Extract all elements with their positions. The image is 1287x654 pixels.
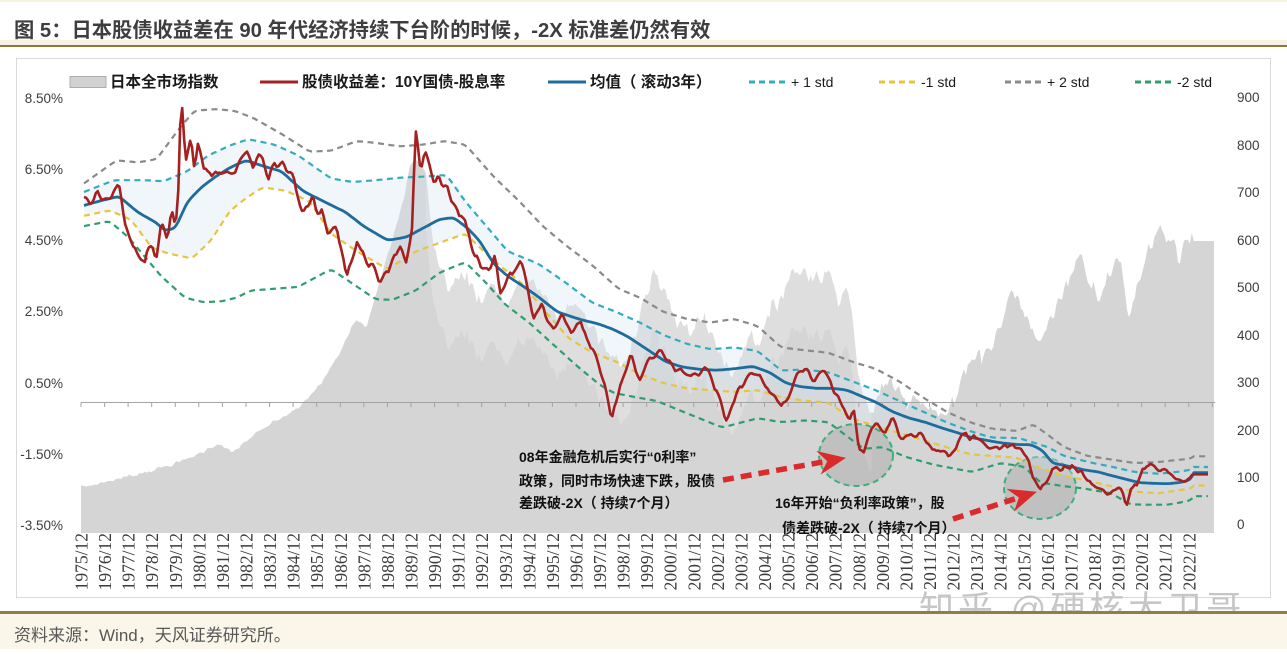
svg-text:4.50%: 4.50%	[25, 233, 63, 248]
svg-text:+ 2 std: + 2 std	[1047, 74, 1089, 90]
svg-text:-3.50%: -3.50%	[20, 518, 63, 533]
svg-text:差跌破-2X（ 持续7个月）: 差跌破-2X（ 持续7个月）	[519, 495, 678, 511]
svg-text:2015/12: 2015/12	[1014, 533, 1034, 590]
svg-text:1977/12: 1977/12	[119, 533, 139, 590]
svg-text:2021/12: 2021/12	[1156, 533, 1176, 590]
svg-text:2017/12: 2017/12	[1061, 533, 1081, 590]
svg-text:2005/12: 2005/12	[779, 533, 799, 590]
svg-text:800: 800	[1237, 138, 1260, 153]
svg-text:2009/12: 2009/12	[873, 533, 893, 590]
svg-text:2001/12: 2001/12	[684, 533, 704, 590]
svg-text:100: 100	[1237, 470, 1260, 485]
svg-text:1980/12: 1980/12	[189, 533, 209, 590]
svg-text:2003/12: 2003/12	[732, 533, 752, 590]
svg-text:1981/12: 1981/12	[213, 533, 233, 590]
svg-text:2008/12: 2008/12	[849, 533, 869, 590]
svg-text:2007/12: 2007/12	[826, 533, 846, 590]
svg-text:1992/12: 1992/12	[472, 533, 492, 590]
svg-text:1983/12: 1983/12	[260, 533, 280, 590]
svg-text:1975/12: 1975/12	[72, 533, 92, 590]
svg-text:700: 700	[1237, 185, 1260, 200]
svg-text:2011/12: 2011/12	[920, 533, 940, 590]
svg-text:2002/12: 2002/12	[708, 533, 728, 590]
svg-text:8.50%: 8.50%	[25, 91, 63, 106]
svg-text:2020/12: 2020/12	[1132, 533, 1152, 590]
svg-text:600: 600	[1237, 233, 1260, 248]
svg-text:1998/12: 1998/12	[614, 533, 634, 590]
svg-text:1986/12: 1986/12	[331, 533, 351, 590]
svg-text:2006/12: 2006/12	[802, 533, 822, 590]
svg-text:1982/12: 1982/12	[237, 533, 257, 590]
svg-text:1984/12: 1984/12	[284, 533, 304, 590]
svg-text:股债收益差：10Y国债-股息率: 股债收益差：10Y国债-股息率	[302, 72, 505, 91]
svg-text:08年金融危机后实行“0利率”: 08年金融危机后实行“0利率”	[519, 449, 696, 465]
svg-text:政策，同时市场快速下跌，股债: 政策，同时市场快速下跌，股债	[519, 473, 715, 489]
svg-text:2004/12: 2004/12	[755, 533, 775, 590]
svg-text:500: 500	[1237, 280, 1260, 295]
svg-text:2016/12: 2016/12	[1038, 533, 1058, 590]
svg-text:1976/12: 1976/12	[95, 533, 115, 590]
svg-text:900: 900	[1237, 90, 1260, 105]
svg-text:1999/12: 1999/12	[637, 533, 657, 590]
svg-text:1991/12: 1991/12	[449, 533, 469, 590]
svg-text:1985/12: 1985/12	[307, 533, 327, 590]
svg-text:+ 1 std: + 1 std	[791, 74, 833, 90]
svg-text:1994/12: 1994/12	[519, 533, 539, 590]
svg-text:2019/12: 2019/12	[1109, 533, 1129, 590]
svg-text:16年开始“负利率政策”，股: 16年开始“负利率政策”，股	[775, 495, 945, 511]
svg-text:1995/12: 1995/12	[543, 533, 563, 590]
svg-text:1978/12: 1978/12	[142, 533, 162, 590]
svg-text:400: 400	[1237, 328, 1260, 343]
svg-text:日本全市场指数: 日本全市场指数	[110, 72, 219, 91]
svg-text:0: 0	[1237, 517, 1245, 532]
svg-text:-2 std: -2 std	[1177, 74, 1212, 90]
svg-text:2014/12: 2014/12	[991, 533, 1011, 590]
svg-text:1979/12: 1979/12	[166, 533, 186, 590]
svg-text:1996/12: 1996/12	[567, 533, 587, 590]
svg-text:2013/12: 2013/12	[967, 533, 987, 590]
svg-text:均值（ 滚动3年）: 均值（ 滚动3年）	[590, 72, 711, 91]
svg-text:债差跌破-2X（ 持续7个月）: 债差跌破-2X（ 持续7个月）	[782, 520, 955, 536]
svg-text:2010/12: 2010/12	[897, 533, 917, 590]
svg-text:2018/12: 2018/12	[1085, 533, 1105, 590]
svg-text:-1.50%: -1.50%	[20, 447, 63, 462]
svg-text:1990/12: 1990/12	[425, 533, 445, 590]
svg-text:2022/12: 2022/12	[1179, 533, 1199, 590]
svg-text:1987/12: 1987/12	[354, 533, 374, 590]
svg-text:0.50%: 0.50%	[25, 376, 63, 391]
svg-text:200: 200	[1237, 423, 1260, 438]
svg-text:2.50%: 2.50%	[25, 304, 63, 319]
svg-text:1989/12: 1989/12	[402, 533, 422, 590]
svg-text:6.50%: 6.50%	[25, 162, 63, 177]
svg-text:300: 300	[1237, 375, 1260, 390]
svg-text:1993/12: 1993/12	[496, 533, 516, 590]
svg-text:-1 std: -1 std	[921, 74, 956, 90]
svg-text:2000/12: 2000/12	[661, 533, 681, 590]
svg-text:2012/12: 2012/12	[944, 533, 964, 590]
svg-text:1997/12: 1997/12	[590, 533, 610, 590]
svg-text:1988/12: 1988/12	[378, 533, 398, 590]
